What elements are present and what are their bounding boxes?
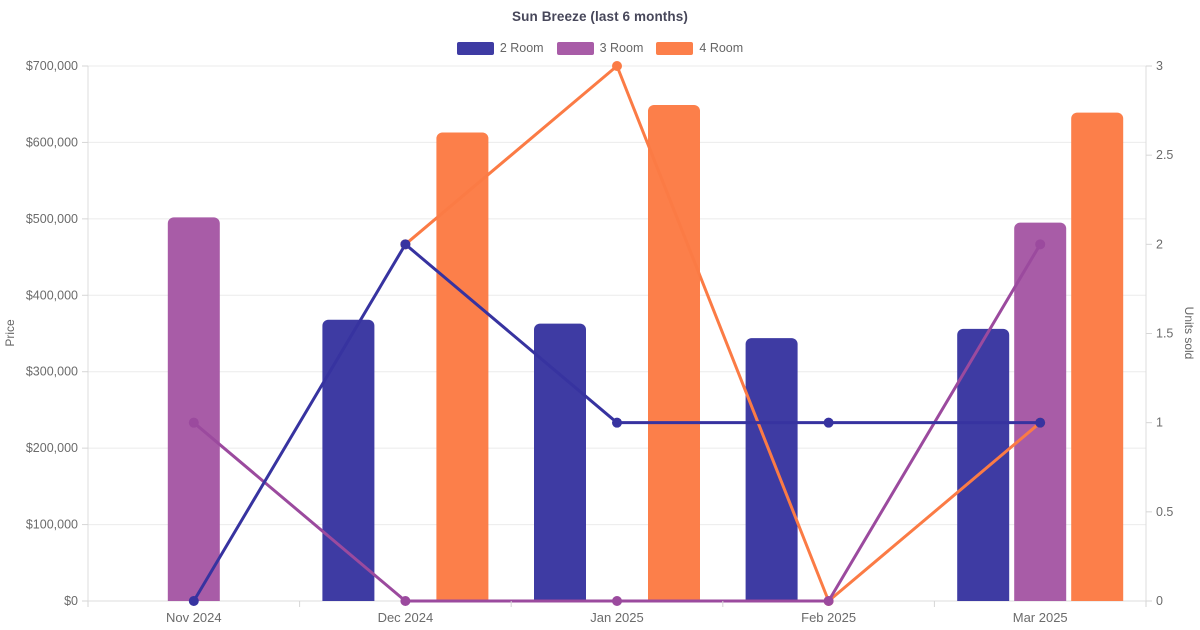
data-point-2-room-mar-2025[interactable] [1035, 417, 1046, 428]
data-point-3-room-mar-2025[interactable] [1035, 239, 1046, 250]
y-left-tick-label: $400,000 [26, 288, 78, 302]
legend-item-2-room[interactable]: 2 Room [456, 41, 544, 55]
data-point-3-room-dec-2024[interactable] [400, 596, 411, 606]
line-4-room [403, 64, 1042, 603]
y-right-tick-label: 1.5 [1156, 327, 1173, 341]
y-left-tick-label: $100,000 [26, 518, 78, 532]
x-tick-label-feb-2025: Feb 2025 [801, 610, 856, 625]
legend-item-label: 3 Room [599, 41, 644, 55]
bar-3-room-nov-2024[interactable] [167, 217, 220, 602]
x-tick-label-nov-2024: Nov 2024 [166, 610, 222, 625]
y-right-tick-label: 2.5 [1156, 148, 1173, 162]
y-left-tick-label: $500,000 [26, 212, 78, 226]
y-right-tick-label: 1 [1156, 416, 1163, 430]
bar-4-room-mar-2025[interactable] [1071, 112, 1124, 601]
chart-title: Sun Breeze (last 6 months) [512, 9, 688, 24]
y-right-tick-label: 0 [1156, 594, 1163, 608]
data-point-2-room-feb-2025[interactable] [823, 417, 834, 428]
legend-swatch-2-room [456, 41, 494, 55]
legend-item-4-room[interactable]: 4 Room [656, 41, 743, 55]
data-point-2-room-dec-2024[interactable] [400, 239, 411, 250]
bar-2-room-dec-2024[interactable] [322, 319, 375, 601]
legend-swatch-3-room [556, 41, 594, 55]
data-point-3-room-feb-2025[interactable] [823, 596, 834, 606]
bar-4-room-dec-2024[interactable] [436, 132, 489, 601]
data-point-2-room-jan-2025[interactable] [612, 417, 622, 428]
data-point-3-room-jan-2025[interactable] [612, 596, 622, 606]
x-tick-label-mar-2025: Mar 2025 [1013, 610, 1068, 625]
y-left-tick-label: $200,000 [26, 441, 78, 455]
data-point-4-room-jan-2025[interactable] [612, 61, 622, 71]
y-left-tick-label: $600,000 [26, 135, 78, 149]
legend-item-3-room[interactable]: 3 Room [556, 41, 644, 55]
y-left-tick-label: $0 [64, 594, 78, 608]
y-left-tick-label: $300,000 [26, 365, 78, 379]
y-left-tick-label: $700,000 [26, 59, 78, 73]
bar-4-room-jan-2025[interactable] [648, 104, 700, 601]
y-right-tick-label: 2 [1156, 237, 1163, 251]
y-right-tick-label: 0.5 [1156, 505, 1173, 519]
legend: 2 Room 3 Room 4 Room [0, 41, 1200, 55]
bar-3-room-mar-2025[interactable] [1014, 222, 1067, 601]
legend-swatch-4-room [656, 41, 694, 55]
y-right-tick-label: 3 [1156, 59, 1163, 73]
bar-2-room-feb-2025[interactable] [745, 338, 798, 601]
data-point-2-room-nov-2024[interactable] [188, 596, 199, 606]
bar-2-room-jan-2025[interactable] [534, 323, 586, 601]
legend-item-label: 2 Room [499, 41, 544, 55]
legend-item-label: 4 Room [699, 41, 744, 55]
x-tick-label-dec-2024: Dec 2024 [378, 610, 434, 625]
bar-2-room-mar-2025[interactable] [957, 328, 1010, 601]
x-tick-label-jan-2025: Jan 2025 [590, 610, 644, 625]
data-point-3-room-nov-2024[interactable] [188, 417, 199, 428]
